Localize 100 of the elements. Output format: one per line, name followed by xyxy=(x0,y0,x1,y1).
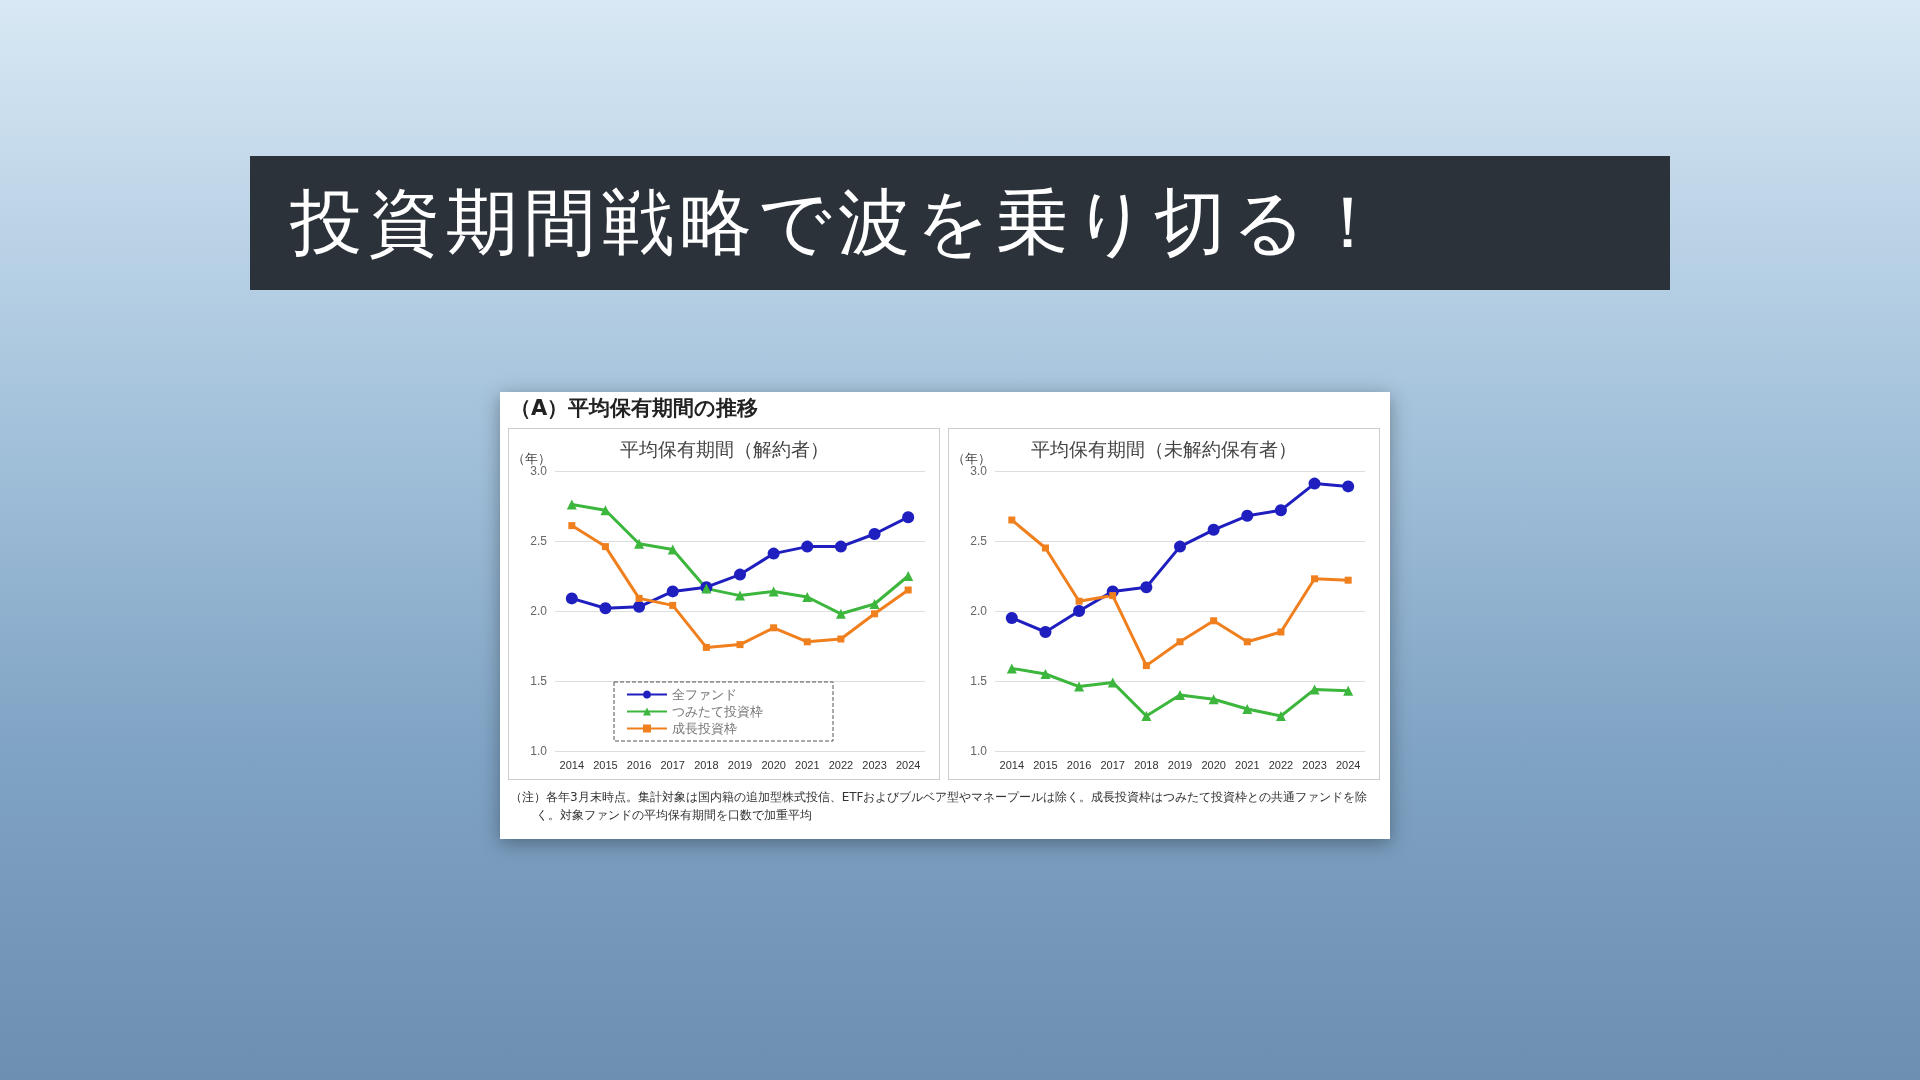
point xyxy=(834,540,847,553)
point xyxy=(1343,685,1354,696)
point xyxy=(1141,711,1152,721)
point xyxy=(735,590,745,601)
point xyxy=(1342,480,1355,493)
point xyxy=(1174,540,1186,553)
y-tick-label: 1.5 xyxy=(970,674,988,688)
point xyxy=(1344,576,1352,584)
x-tick-label: 2017 xyxy=(1100,758,1125,771)
point xyxy=(868,528,881,540)
x-tick-label: 2017 xyxy=(660,758,685,771)
x-tick-label: 2018 xyxy=(1134,758,1159,771)
y-axis-title: （年） xyxy=(952,451,991,466)
x-tick-label: 2023 xyxy=(1302,758,1327,771)
legend-label: 成長投資枠 xyxy=(672,721,737,736)
x-tick-label: 2016 xyxy=(1066,758,1092,771)
x-tick-label: 2024 xyxy=(1335,758,1361,771)
x-tick-label: 2020 xyxy=(761,758,786,771)
point xyxy=(599,602,612,615)
point xyxy=(1241,509,1254,522)
x-tick-label: 2024 xyxy=(895,758,921,771)
point xyxy=(1140,581,1153,594)
point xyxy=(835,608,846,619)
point xyxy=(1073,605,1086,617)
point xyxy=(1210,617,1218,625)
x-tick-label: 2022 xyxy=(1268,758,1294,771)
x-tick-label: 2018 xyxy=(694,758,719,771)
y-tick-label: 1.0 xyxy=(970,744,988,758)
y-tick-label: 1.5 xyxy=(530,674,548,688)
point xyxy=(702,643,710,651)
point xyxy=(566,499,577,510)
text: （注）各年3月末時点。集計対象は国内籍の追加型株式投信、ETFおよびブルベア型やマネープールは除く。成長投資枠はつみたて投資枠との共通ファンドを除く。対象ファンドの平均保有期間を口数で加重平均 xyxy=(510,789,1369,824)
legend-label: つみたて投資枠 xyxy=(672,704,763,719)
point xyxy=(1242,704,1253,714)
point xyxy=(1074,681,1085,692)
point xyxy=(1311,575,1319,583)
point xyxy=(902,511,915,524)
y-tick-label: 3.0 xyxy=(970,464,988,478)
y-tick-label: 2.5 xyxy=(970,534,988,548)
y-tick-label: 2.0 xyxy=(530,604,548,618)
x-tick-label: 2022 xyxy=(828,758,854,771)
point xyxy=(736,641,744,649)
point xyxy=(904,586,912,594)
point xyxy=(1008,516,1016,524)
point xyxy=(1039,626,1052,638)
point xyxy=(635,594,643,602)
point xyxy=(1207,523,1220,536)
x-tick-label: 2014 xyxy=(559,758,585,771)
text: （A）平均保有期間の推移 xyxy=(510,395,759,422)
point xyxy=(803,638,811,646)
point xyxy=(1040,669,1051,679)
point xyxy=(1275,711,1286,721)
point xyxy=(1277,628,1285,636)
point xyxy=(767,547,780,560)
point xyxy=(871,610,879,618)
point xyxy=(1176,638,1184,646)
y-tick-label: 1.0 xyxy=(530,744,548,758)
point xyxy=(568,522,576,530)
point xyxy=(634,538,645,549)
point xyxy=(1006,663,1017,674)
point xyxy=(770,624,778,632)
point xyxy=(837,635,845,643)
point xyxy=(1274,504,1287,517)
x-tick-label: 2019 xyxy=(727,758,753,771)
x-tick-label: 2020 xyxy=(1201,758,1226,771)
point xyxy=(1041,544,1049,552)
y-tick-label: 3.0 xyxy=(530,464,548,478)
point xyxy=(1109,592,1117,600)
x-tick-label: 2021 xyxy=(1235,758,1260,771)
x-tick-label: 2015 xyxy=(1033,758,1058,771)
legend-label: 全ファンド xyxy=(672,687,737,702)
chart-title: 平均保有期間（解約者） xyxy=(619,439,829,460)
point xyxy=(1005,612,1018,624)
point xyxy=(1309,684,1320,695)
point xyxy=(1142,662,1150,670)
point xyxy=(768,586,779,597)
point xyxy=(667,544,678,555)
x-tick-label: 2019 xyxy=(1167,758,1193,771)
x-tick-label: 2021 xyxy=(795,758,820,771)
text: 投資期間戦略で波を乗り切る！ xyxy=(250,156,1670,290)
x-tick-label: 2016 xyxy=(626,758,652,771)
point xyxy=(669,601,677,609)
x-tick-label: 2023 xyxy=(862,758,887,771)
y-axis-title: （年） xyxy=(512,451,551,466)
point xyxy=(903,571,914,581)
point xyxy=(869,599,880,609)
chart-title: 平均保有期間（未解約保有者） xyxy=(1031,439,1297,460)
point xyxy=(1107,677,1118,688)
point xyxy=(1175,690,1185,700)
point xyxy=(801,540,814,553)
point xyxy=(1243,638,1251,646)
x-tick-label: 2014 xyxy=(999,758,1025,771)
point xyxy=(1075,597,1083,605)
x-tick-label: 2015 xyxy=(593,758,618,771)
point xyxy=(601,543,609,551)
point xyxy=(734,568,746,581)
point xyxy=(1208,694,1219,705)
y-tick-label: 2.0 xyxy=(970,604,988,618)
point xyxy=(802,592,813,602)
point xyxy=(666,585,679,598)
